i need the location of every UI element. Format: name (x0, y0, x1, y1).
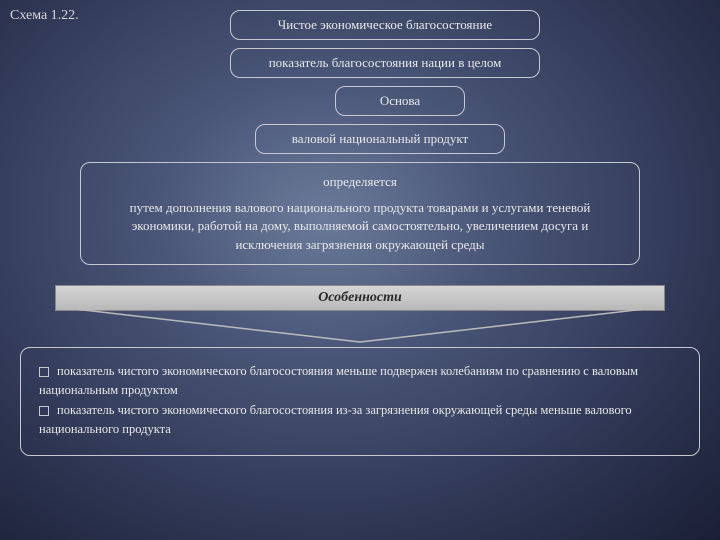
features-list-box: показатель чистого экономического благос… (20, 347, 700, 456)
basis-box: Основа (335, 86, 465, 116)
bullet-marker (39, 406, 49, 416)
v-lines (55, 309, 665, 344)
feature-item-1: показатель чистого экономического благос… (39, 362, 681, 400)
feature-text-2: показатель чистого экономического благос… (39, 403, 632, 436)
diagram-container: Чистое экономическое благосостояние пока… (0, 0, 720, 456)
gnp-box: валовой национальный продукт (255, 124, 505, 154)
determination-box: определяется путем дополнения валового н… (80, 162, 640, 265)
features-header: Особенности (55, 285, 665, 311)
features-section: Особенности (55, 285, 665, 344)
feature-item-2: показатель чистого экономического благос… (39, 401, 681, 439)
bullet-marker (39, 367, 49, 377)
determination-body: путем дополнения валового национального … (130, 200, 591, 251)
determination-title: определяется (101, 173, 619, 191)
scheme-label: Схема 1.22. (10, 8, 79, 24)
definition-box: показатель благосостояния нации в целом (230, 48, 540, 78)
title-box: Чистое экономическое благосостояние (230, 10, 540, 40)
feature-text-1: показатель чистого экономического благос… (39, 364, 638, 397)
